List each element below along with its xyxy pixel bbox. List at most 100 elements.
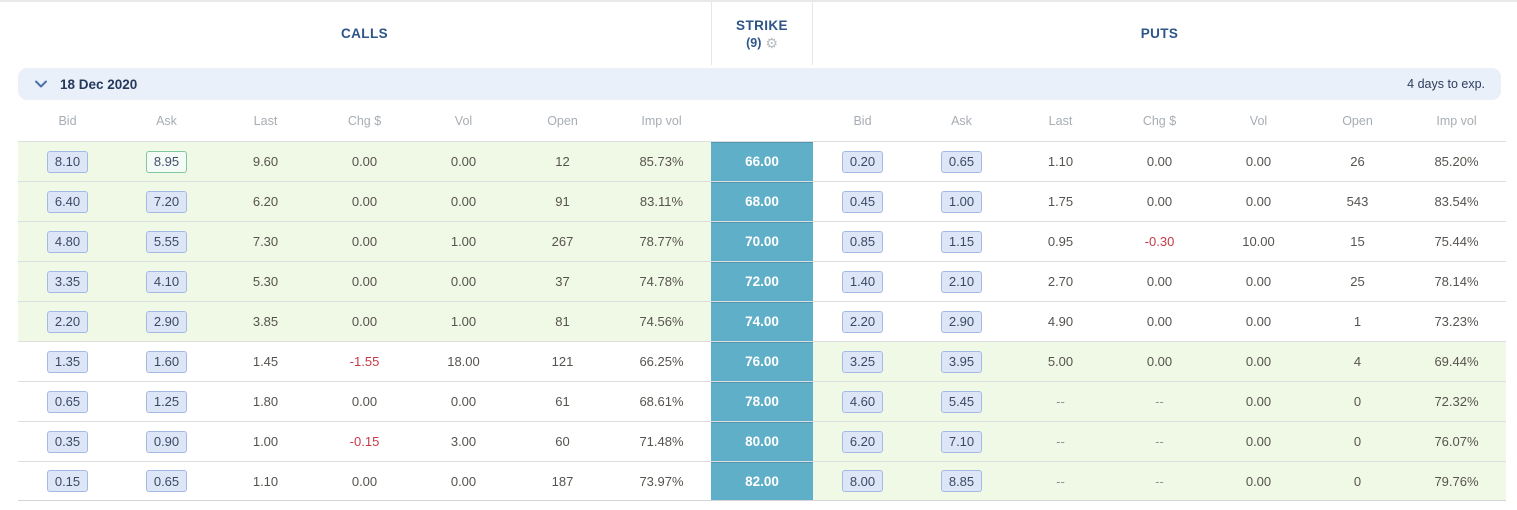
call-bid-quote[interactable]: 2.20 xyxy=(46,310,89,333)
put-bid-cell: 0.45 xyxy=(813,190,912,213)
put-imp-vol-cell: 83.54% xyxy=(1434,194,1479,209)
put-chg-cell: 0.00 xyxy=(1146,354,1173,369)
call-bid-quote[interactable]: 0.35 xyxy=(46,430,89,453)
put-chg-cell: -0.30 xyxy=(1144,234,1175,249)
calls-side: 8.10 8.95 9.60 0.00 0.00 12 85.73% xyxy=(18,142,711,181)
call-bid-cell: 4.80 xyxy=(18,230,117,253)
puts-side: 0.20 0.65 1.10 0.00 0.00 26 85.20% xyxy=(813,142,1506,181)
call-bid-quote[interactable]: 4.80 xyxy=(46,230,89,253)
call-bid-cell: 3.35 xyxy=(18,270,117,293)
put-ask-quote[interactable]: 1.00 xyxy=(940,190,983,213)
put-last-cell: 5.00 xyxy=(1047,354,1074,369)
put-bid-quote[interactable]: 0.45 xyxy=(841,190,884,213)
calls-col-head-vol: Vol xyxy=(454,113,473,128)
strike-cell: 76.00 xyxy=(711,342,813,381)
call-bid-quote[interactable]: 1.35 xyxy=(46,350,89,373)
call-ask-quote[interactable]: 8.95 xyxy=(145,150,188,173)
put-bid-cell: 0.20 xyxy=(813,150,912,173)
call-chg-cell: 0.00 xyxy=(351,194,378,209)
puts-col-head-vol: Vol xyxy=(1249,113,1268,128)
put-ask-cell: 1.15 xyxy=(912,230,1011,253)
put-bid-cell: 3.25 xyxy=(813,350,912,373)
expiry-row[interactable]: 18 Dec 2020 4 days to exp. xyxy=(18,68,1501,100)
put-ask-quote[interactable]: 7.10 xyxy=(940,430,983,453)
call-ask-quote[interactable]: 0.90 xyxy=(145,430,188,453)
put-bid-quote[interactable]: 4.60 xyxy=(841,390,884,413)
put-ask-quote[interactable]: 0.65 xyxy=(940,150,983,173)
put-vol-cell: 0.00 xyxy=(1245,194,1272,209)
call-vol-cell: 18.00 xyxy=(447,354,480,369)
put-open-cell: 4 xyxy=(1353,354,1362,369)
call-bid-quote[interactable]: 0.15 xyxy=(46,470,89,492)
put-ask-quote[interactable]: 3.95 xyxy=(940,350,983,373)
call-open-cell: 267 xyxy=(551,234,574,249)
put-chg-cell: 0.00 xyxy=(1146,154,1173,169)
put-last-cell: -- xyxy=(1056,434,1065,449)
rows: 8.10 8.95 9.60 0.00 0.00 12 85.73% 66.00 0.20 0.6… xyxy=(18,141,1506,501)
call-bid-quote[interactable]: 6.40 xyxy=(46,190,89,213)
call-ask-quote[interactable]: 2.90 xyxy=(145,310,188,333)
puts-side: 4.60 5.45 -- -- 0.00 0 72.32% xyxy=(813,382,1506,421)
put-bid-quote[interactable]: 6.20 xyxy=(841,430,884,453)
chevron-down-icon[interactable] xyxy=(34,77,48,91)
call-last-cell: 3.85 xyxy=(252,314,279,329)
put-ask-quote[interactable]: 5.45 xyxy=(940,390,983,413)
call-bid-quote[interactable]: 0.65 xyxy=(46,390,89,413)
put-ask-cell: 0.65 xyxy=(912,150,1011,173)
puts-side: 1.40 2.10 2.70 0.00 0.00 25 78.14% xyxy=(813,262,1506,301)
calls-side: 2.20 2.90 3.85 0.00 1.00 81 74.56% xyxy=(18,302,711,341)
put-last-cell: 1.75 xyxy=(1047,194,1074,209)
call-imp-vol-cell: 83.11% xyxy=(639,194,684,209)
put-ask-quote[interactable]: 2.10 xyxy=(940,270,983,293)
call-ask-quote[interactable]: 7.20 xyxy=(145,190,188,213)
strike-cell: 82.00 xyxy=(711,462,813,500)
put-chg-cell: 0.00 xyxy=(1146,274,1173,289)
puts-col-head-open: Open xyxy=(1342,113,1373,128)
option-row: 1.35 1.60 1.45 -1.55 18.00 121 66.25% 76.00 3.25… xyxy=(18,341,1506,381)
call-bid-quote[interactable]: 8.10 xyxy=(46,150,89,173)
put-chg-cell: -- xyxy=(1155,473,1164,489)
put-last-cell: 1.10 xyxy=(1047,154,1074,169)
calls-side: 3.35 4.10 5.30 0.00 0.00 37 74.78% xyxy=(18,262,711,301)
put-last-cell: 0.95 xyxy=(1047,234,1074,249)
call-chg-cell: 0.00 xyxy=(351,394,378,409)
call-ask-cell: 8.95 xyxy=(117,150,216,173)
call-chg-cell: 0.00 xyxy=(351,473,378,489)
put-open-cell: 543 xyxy=(1346,194,1369,209)
put-ask-quote[interactable]: 8.85 xyxy=(940,470,983,492)
put-ask-quote[interactable]: 1.15 xyxy=(940,230,983,253)
gear-icon[interactable]: ⚙ xyxy=(765,34,778,51)
calls-side: 4.80 5.55 7.30 0.00 1.00 267 78.77% xyxy=(18,222,711,261)
call-ask-quote[interactable]: 1.25 xyxy=(145,390,188,413)
put-bid-quote[interactable]: 0.85 xyxy=(841,230,884,253)
call-bid-cell: 6.40 xyxy=(18,190,117,213)
call-bid-quote[interactable]: 3.35 xyxy=(46,270,89,293)
calls-column-headers: Bid Ask Last Chg $ Vol Open Imp vol xyxy=(18,114,711,128)
put-bid-quote[interactable]: 1.40 xyxy=(841,270,884,293)
put-bid-quote[interactable]: 0.20 xyxy=(841,150,884,173)
put-imp-vol-cell: 76.07% xyxy=(1434,434,1479,449)
call-chg-cell: -0.15 xyxy=(349,434,380,449)
put-bid-quote[interactable]: 2.20 xyxy=(841,310,884,333)
call-open-cell: 187 xyxy=(551,473,574,489)
put-bid-cell: 0.85 xyxy=(813,230,912,253)
call-bid-cell: 0.35 xyxy=(18,430,117,453)
put-ask-cell: 8.85 xyxy=(912,470,1011,492)
call-ask-quote[interactable]: 4.10 xyxy=(145,270,188,293)
calls-col-head-bid: Bid xyxy=(58,113,77,128)
put-ask-quote[interactable]: 2.90 xyxy=(940,310,983,333)
call-ask-quote[interactable]: 5.55 xyxy=(145,230,188,253)
puts-side: 6.20 7.10 -- -- 0.00 0 76.07% xyxy=(813,422,1506,461)
put-bid-cell: 6.20 xyxy=(813,430,912,453)
put-ask-cell: 2.10 xyxy=(912,270,1011,293)
option-row: 3.35 4.10 5.30 0.00 0.00 37 74.78% 72.00 1.40 2.1… xyxy=(18,261,1506,301)
call-open-cell: 60 xyxy=(555,434,570,449)
expiry-date: 18 Dec 2020 xyxy=(60,76,138,92)
call-imp-vol-cell: 85.73% xyxy=(639,154,684,169)
put-bid-quote[interactable]: 3.25 xyxy=(841,350,884,373)
call-bid-cell: 0.15 xyxy=(18,470,117,492)
put-bid-quote[interactable]: 8.00 xyxy=(841,470,884,492)
call-open-cell: 91 xyxy=(555,194,570,209)
call-ask-quote[interactable]: 0.65 xyxy=(145,470,188,492)
call-ask-quote[interactable]: 1.60 xyxy=(145,350,188,373)
